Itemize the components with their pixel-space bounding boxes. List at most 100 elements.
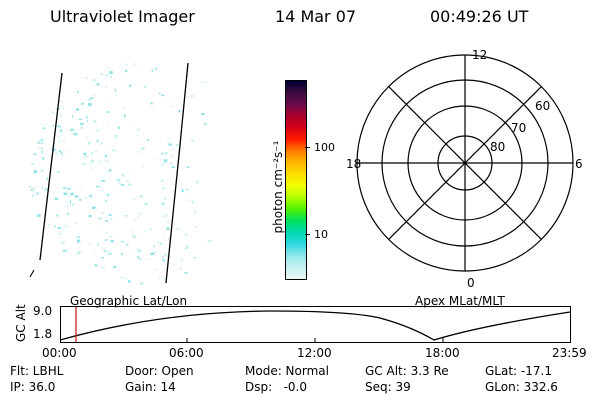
uv-speckle-dot — [32, 186, 35, 190]
uv-speckle-dot — [99, 189, 103, 192]
uv-speckle-dot — [172, 149, 174, 151]
uv-speckle-dot — [60, 153, 64, 157]
uv-speckle-dot — [78, 118, 82, 120]
uv-speckle-dot — [177, 228, 180, 230]
uv-speckle-dot — [128, 280, 131, 283]
uv-speckle-dot — [105, 85, 107, 88]
timeline-xtick-1800: 18:00 — [425, 346, 460, 360]
uv-speckle-dot — [133, 219, 138, 222]
uv-speckle-dot — [191, 200, 194, 204]
glon-status: GLon: 332.6 — [485, 380, 558, 394]
longitude-line-left — [39, 72, 63, 261]
uv-speckle-dot — [85, 155, 90, 158]
polar-lat-label-60: 60 — [535, 99, 550, 113]
uv-speckle-dot — [108, 252, 112, 255]
uv-speckle-dot — [190, 94, 195, 98]
uv-speckle-dot — [201, 113, 205, 115]
uv-speckle-dot — [141, 147, 145, 150]
uv-speckle-dot — [171, 105, 174, 108]
uv-speckle-dot — [50, 147, 54, 150]
uv-speckle-dot — [186, 166, 190, 168]
timeline-left-title: Geographic Lat/Lon — [70, 294, 188, 308]
colorbar — [285, 80, 307, 280]
uv-speckle-dot — [137, 249, 142, 253]
uv-speckle-dot — [57, 136, 61, 138]
uv-speckle-dot — [163, 214, 166, 218]
date-label: 14 Mar 07 — [275, 7, 357, 26]
uv-speckle-dot — [164, 197, 167, 201]
uv-speckle-dot — [55, 214, 59, 217]
uv-speckle-dot — [105, 111, 110, 114]
uv-speckle-dot — [57, 171, 60, 173]
uv-speckle-dot — [125, 69, 128, 73]
uv-speckle-dot — [89, 162, 92, 166]
uv-speckle-dot — [114, 88, 117, 92]
uv-speckle-dot — [138, 258, 142, 260]
uv-speckle-dot — [100, 143, 102, 145]
uv-speckle-dot — [161, 202, 165, 206]
uv-speckle-dot — [201, 82, 205, 83]
uv-speckle-dot — [137, 151, 140, 153]
uv-speckle-dot — [150, 252, 155, 255]
uv-speckle-dot — [40, 147, 44, 150]
uv-speckle-dot — [54, 197, 59, 200]
timeline-ylabel: GC Alt — [14, 304, 28, 342]
uv-speckle-dot — [34, 199, 37, 201]
polar-diagonal-b — [388, 86, 542, 240]
uv-speckle-dot — [163, 159, 168, 162]
uv-speckle-dot — [113, 266, 117, 269]
uv-speckle-dot — [194, 210, 196, 213]
uv-speckle-dot — [32, 189, 35, 191]
time-label: 00:49:26 UT — [430, 7, 529, 26]
mode-status: Mode: Normal — [245, 364, 329, 378]
uv-speckle-dot — [67, 201, 69, 204]
uv-speckle-dot — [108, 213, 112, 216]
gc-alt-status: GC Alt: 3.3 Re — [365, 364, 449, 378]
uv-speckle-dot — [178, 109, 181, 113]
uv-speckle-dot — [54, 225, 56, 228]
uv-speckle-dot — [62, 187, 67, 189]
uv-speckle-dot — [191, 139, 194, 142]
uv-speckle-dot — [137, 255, 139, 259]
uv-speckle-dot — [40, 142, 44, 144]
uv-speckle-dot — [150, 102, 153, 105]
uv-speckle-dot — [54, 151, 59, 155]
uv-speckle-dot — [47, 223, 51, 226]
longitude-line-right — [165, 62, 189, 284]
uv-speckle-dot — [101, 180, 106, 182]
uv-speckle-dot — [164, 152, 168, 155]
uv-speckle-dot — [162, 255, 164, 258]
uv-speckle-dot — [51, 171, 53, 174]
uv-speckle-dot — [60, 230, 63, 234]
uv-speckle-dot — [70, 128, 74, 131]
instrument-title: Ultraviolet Imager — [50, 7, 195, 26]
uv-speckle-dot — [153, 251, 158, 253]
uv-speckle-dot — [124, 114, 126, 117]
uv-speckle-dot — [62, 140, 66, 142]
uv-speckle-dot — [38, 146, 41, 150]
uv-speckle-dot — [44, 202, 47, 205]
uv-speckle-dot — [158, 92, 161, 95]
uv-speckle-dot — [207, 240, 212, 242]
uv-speckle-dot — [43, 127, 46, 129]
uv-speckle-dot — [105, 219, 109, 222]
uv-speckle-dot — [94, 264, 98, 267]
uv-speckle-dot — [108, 236, 113, 238]
uv-speckle-dot — [110, 218, 113, 220]
uv-speckle-dot — [73, 132, 78, 136]
uv-speckle-dot — [99, 129, 101, 132]
uv-speckle-dot — [97, 243, 99, 246]
colorbar-tick-label-100: 100 — [314, 141, 335, 154]
uv-speckle-dot — [51, 111, 54, 114]
uv-speckle-dot — [169, 162, 173, 165]
uv-speckle-dot — [76, 91, 79, 94]
dsp-status: Dsp: -0.0 — [245, 380, 308, 394]
uv-speckle-dot — [57, 125, 61, 128]
uv-speckle-dot — [196, 180, 199, 184]
uv-speckle-dot — [32, 196, 35, 198]
uv-speckle-dot — [172, 166, 175, 169]
uv-speckle-dot — [163, 162, 165, 165]
uv-speckle-dot — [31, 162, 34, 165]
uv-speckle-dot — [93, 94, 95, 97]
uv-speckle-dot — [70, 204, 72, 206]
